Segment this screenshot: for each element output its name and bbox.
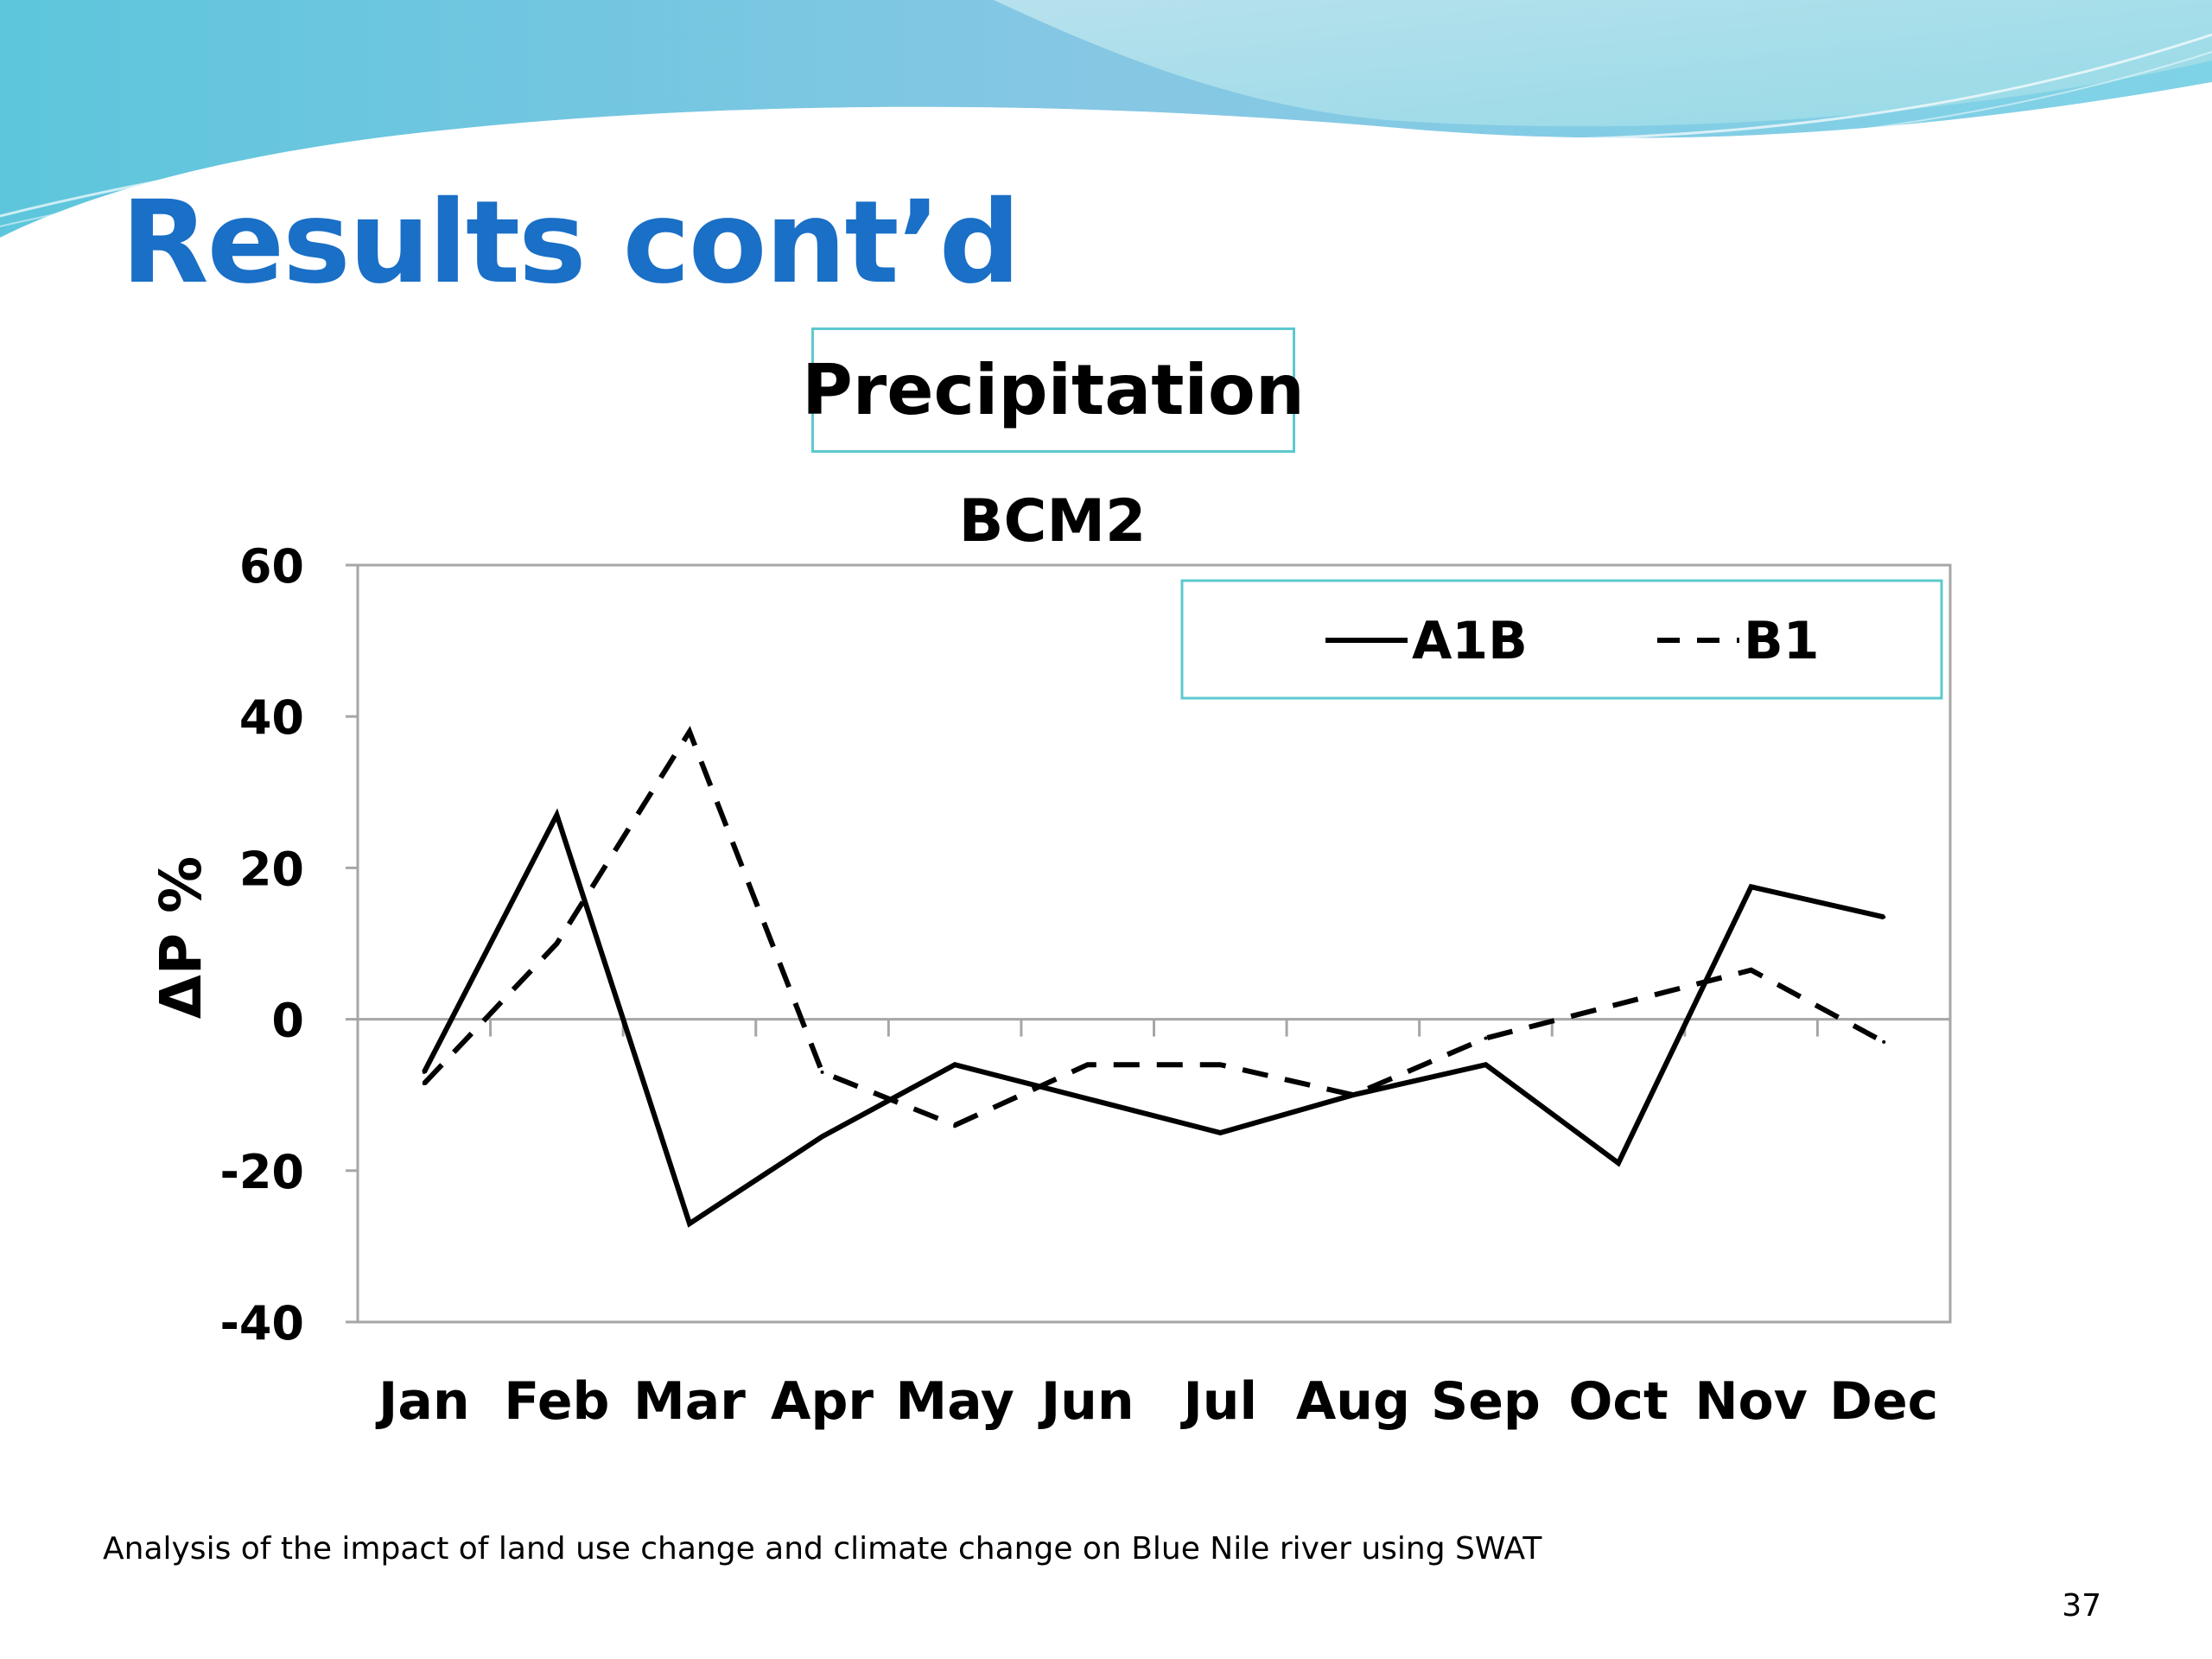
chart-title: BCM2 <box>959 487 1147 556</box>
y-axis-label: ΔP % <box>148 856 214 1020</box>
tick-labels: 60 40 20 0 -20 -40 Jan Feb Mar Apr May Jun Jul Aug Sep… <box>219 539 1938 1432</box>
data-point-b1-apr <box>820 1070 824 1074</box>
x-tick-label: Apr <box>771 1371 874 1432</box>
data-point-b1-feb <box>555 942 559 945</box>
legend-label-b1: B1 <box>1744 611 1819 671</box>
x-tick-label: Jul <box>1179 1371 1257 1432</box>
x-tick-label: Jun <box>1038 1371 1135 1432</box>
data-point-a1b-jul <box>1218 1131 1223 1135</box>
data-point-b1-jan <box>422 1082 426 1086</box>
slide-number: 37 <box>2062 1588 2101 1624</box>
data-point-b1-nov <box>1749 968 1753 972</box>
legend-box <box>1180 579 1943 700</box>
section-label-box: Precipitation <box>802 327 1305 453</box>
data-point-a1b-jan <box>422 1070 426 1074</box>
data-point-b1-aug <box>1351 1093 1355 1097</box>
y-tick-label: 60 <box>239 539 304 594</box>
data-point-a1b-sep <box>1484 1063 1488 1067</box>
data-point-a1b-oct <box>1617 1161 1621 1166</box>
data-point-b1-jul <box>1218 1063 1223 1067</box>
data-point-b1-sep <box>1484 1036 1488 1040</box>
legend: A1B B1 <box>1180 579 1943 700</box>
data-point-a1b-jun <box>1085 1096 1090 1101</box>
data-point-b1-dec <box>1882 1039 1886 1044</box>
y-tick-label: -20 <box>219 1145 304 1199</box>
data-point-a1b-apr <box>820 1135 824 1139</box>
data-point-a1b-nov <box>1749 885 1753 889</box>
series-lines <box>422 726 1886 1228</box>
plot-frame <box>356 563 1952 1324</box>
y-tick-label: 40 <box>239 690 304 745</box>
data-point-a1b-mar <box>687 1222 691 1226</box>
y-tick-label: 0 <box>271 994 304 1048</box>
x-tick-label: May <box>895 1371 1014 1432</box>
x-tick-label: Jan <box>375 1371 470 1432</box>
data-point-a1b-dec <box>1882 915 1886 919</box>
series-line-a1b <box>422 808 1885 1228</box>
data-point-b1-oct <box>1617 1002 1621 1007</box>
series-line-b1 <box>422 726 1885 1128</box>
data-point-b1-mar <box>687 729 691 734</box>
x-tick-label: Mar <box>633 1371 746 1432</box>
x-tick-label: Nov <box>1694 1371 1808 1432</box>
y-tick-label: 20 <box>239 842 304 896</box>
section-label: Precipitation <box>802 350 1305 430</box>
x-tick-label: Dec <box>1829 1371 1938 1432</box>
y-tick-label: -40 <box>219 1296 304 1351</box>
data-point-b1-may <box>953 1123 957 1128</box>
data-point-a1b-may <box>953 1063 957 1067</box>
x-tick-label: Aug <box>1296 1371 1410 1432</box>
header-wave-decoration <box>0 0 2212 255</box>
x-tick-label: Feb <box>504 1371 609 1432</box>
x-tick-label: Sep <box>1431 1371 1541 1432</box>
slide-title: Results cont’d <box>121 176 1020 309</box>
footer-caption: Analysis of the impact of land use chang… <box>103 1531 1542 1567</box>
data-point-b1-jun <box>1085 1063 1090 1067</box>
data-point-a1b-feb <box>555 813 559 817</box>
x-tick-label: Oct <box>1568 1371 1668 1432</box>
plot-area <box>356 563 1952 1324</box>
legend-label-a1b: A1B <box>1412 611 1528 671</box>
